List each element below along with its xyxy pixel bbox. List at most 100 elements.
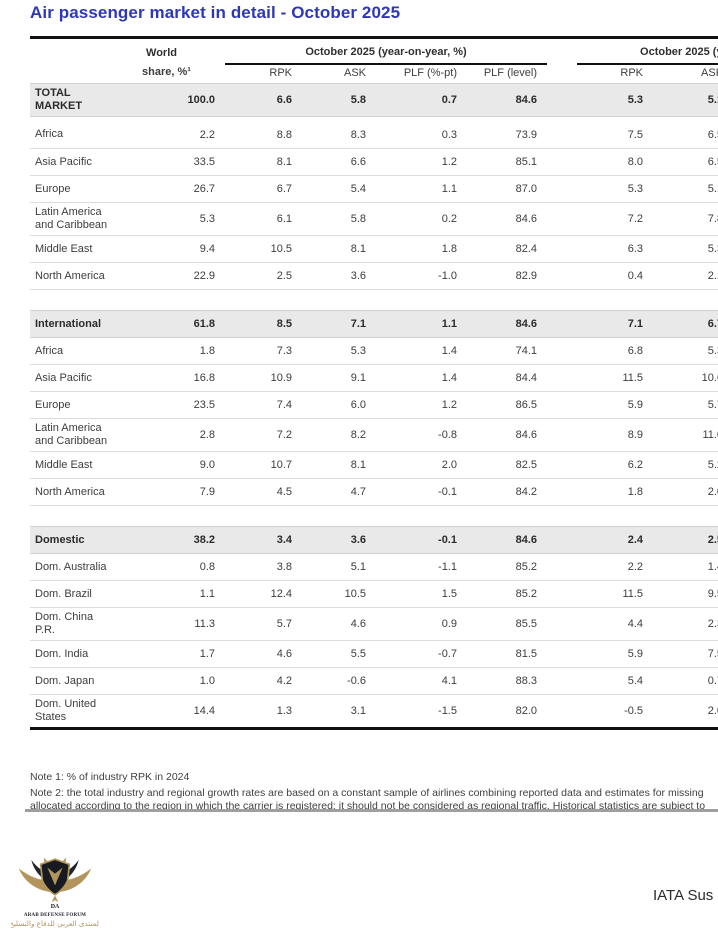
cell-rpk-yoy: 2.5 (225, 262, 302, 290)
cell-plf-pt: -1.5 (376, 694, 467, 730)
row-label: Dom. India (30, 640, 142, 668)
cell-rpk-yoy: 10.9 (225, 364, 302, 392)
cell-ask-yoy: 5.8 (302, 83, 376, 117)
cell-ask-yoy: 3.6 (302, 262, 376, 290)
row-label: TOTAL MARKET (30, 83, 142, 117)
cell-ask-yoy: 8.1 (302, 451, 376, 479)
cell-ask-2: 5.3 (653, 235, 718, 263)
cell-plf-level: 88.3 (467, 667, 548, 695)
cell-ask-2: 6.5 (653, 148, 718, 176)
cell-rpk-2: 2.2 (577, 553, 654, 581)
header-columns-row: share, %¹ RPK ASK PLF (%-pt) PLF (level)… (30, 64, 718, 84)
cell-rpk-2: 1.8 (577, 478, 654, 506)
column-spacer (547, 148, 578, 176)
cell-plf-pt: -0.8 (376, 418, 467, 452)
cell-ask-2: 5.2 (653, 451, 718, 479)
cell-rpk-yoy: 7.4 (225, 391, 302, 419)
column-spacer (547, 262, 578, 290)
cell-plf-level: 82.0 (467, 694, 548, 730)
cell-rpk-yoy: 6.7 (225, 175, 302, 203)
column-spacer (547, 391, 578, 419)
cell-ask-2: 6.7 (653, 310, 718, 338)
cell-plf-pt: 0.3 (376, 121, 467, 149)
corner-cell (30, 38, 142, 64)
cell-rpk-yoy: 6.6 (225, 83, 302, 117)
row-label: Dom. Japan (30, 667, 142, 695)
column-spacer (547, 364, 578, 392)
cell-rpk-yoy: 8.8 (225, 121, 302, 149)
header-group-row: World October 2025 (year-on-year, %) Oct… (30, 37, 718, 65)
cell-ask-yoy: 9.1 (302, 364, 376, 392)
column-spacer (547, 640, 578, 668)
cell-world-share: 9.4 (142, 235, 225, 263)
column-spacer (547, 175, 578, 203)
cell-rpk-yoy: 4.5 (225, 478, 302, 506)
logo-shield-icon (39, 858, 71, 903)
column-spacer (547, 202, 578, 236)
cell-ask-2: 2.5 (653, 526, 718, 554)
cell-plf-pt: 1.2 (376, 391, 467, 419)
cell-ask-yoy: 5.3 (302, 337, 376, 365)
cell-plf-pt: 1.5 (376, 580, 467, 608)
cell-rpk-2: 7.5 (577, 121, 654, 149)
cell-ask-2: 2.0 (653, 478, 718, 506)
table-gap-row (30, 506, 718, 527)
cell-world-share: 7.9 (142, 478, 225, 506)
ask-header: ASK (343, 66, 366, 79)
column-spacer (547, 553, 578, 581)
cell-ask-yoy: 4.6 (302, 607, 376, 641)
cell-ask-yoy: 5.1 (302, 553, 376, 581)
gap-cell (30, 506, 718, 527)
column-spacer (547, 580, 578, 608)
bottom-divider-rule (25, 809, 718, 812)
table-gap-row (30, 290, 718, 311)
cell-ask-2: 2.3 (653, 607, 718, 641)
cell-rpk-yoy: 3.4 (225, 526, 302, 554)
cell-ask-yoy: 3.1 (302, 694, 376, 730)
column-spacer (547, 235, 578, 263)
page-title: Air passenger market in detail - October… (30, 3, 401, 22)
world-share-header-text: share, %¹ (142, 66, 191, 79)
cell-plf-pt: 0.9 (376, 607, 467, 641)
gap-cell (30, 290, 718, 311)
table-row: Dom. China P.R.11.35.74.60.985.5 4.42.3 (30, 607, 718, 641)
cell-plf-pt: -1.0 (376, 262, 467, 290)
cell-plf-level: 73.9 (467, 121, 548, 149)
cell-plf-level: 81.5 (467, 640, 548, 668)
cell-rpk-yoy: 4.2 (225, 667, 302, 695)
cell-rpk-2: 5.3 (577, 175, 654, 203)
cell-ask-2: 5.1 (653, 83, 718, 117)
cell-ask-yoy: 4.7 (302, 478, 376, 506)
rpk2-header: RPK (620, 66, 644, 79)
cell-world-share: 1.1 (142, 580, 225, 608)
cell-rpk-2: 5.4 (577, 667, 654, 695)
cell-ask-yoy: 7.1 (302, 310, 376, 338)
cell-plf-level: 85.2 (467, 553, 548, 581)
cell-rpk-yoy: 8.1 (225, 148, 302, 176)
ask2-header: ASK (701, 66, 718, 79)
plf-level-header: PLF (level) (483, 66, 538, 79)
row-label: Middle East (30, 451, 142, 479)
plf-pt-header: PLF (%-pt) (403, 66, 457, 79)
table-row: Latin America and Caribbean 5.3 6.1 5.8 0.2 8… (30, 202, 718, 236)
row-label: Asia Pacific (30, 364, 142, 392)
cell-ask-2: 11.0 (653, 418, 718, 452)
cell-plf-pt: 1.1 (376, 310, 467, 338)
cell-plf-pt: 4.1 (376, 667, 467, 695)
cell-rpk-2: 6.3 (577, 235, 654, 263)
cell-plf-level: 85.1 (467, 148, 548, 176)
cell-plf-level: 84.6 (467, 202, 548, 236)
cell-plf-level: 82.4 (467, 235, 548, 263)
cell-ask-yoy: 8.1 (302, 235, 376, 263)
cell-ask-yoy: -0.6 (302, 667, 376, 695)
row-label: Latin America and Caribbean (30, 418, 142, 452)
note-2-line-1: Note 2: the total industry and regional … (30, 787, 704, 799)
